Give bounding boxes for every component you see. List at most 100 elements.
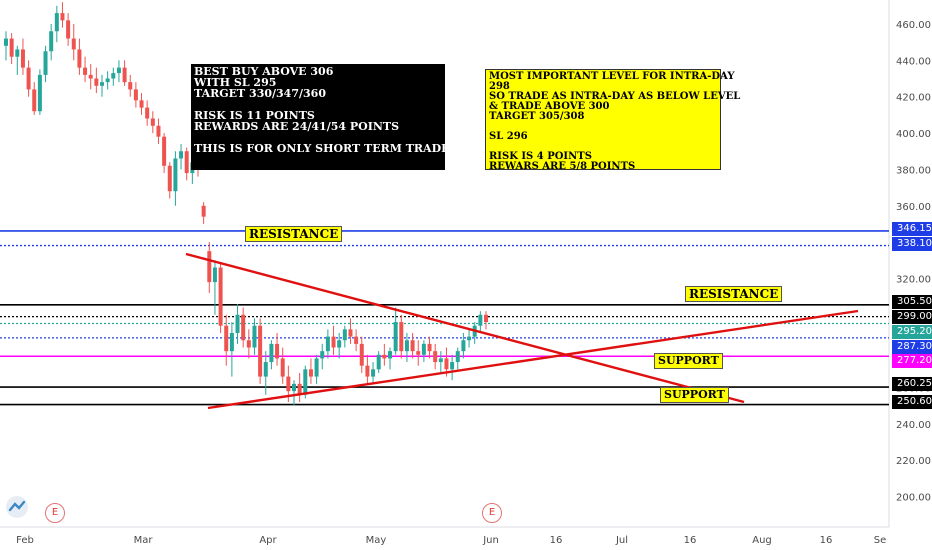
candle-body [342, 329, 347, 341]
x-tick-label: Apr [259, 535, 277, 546]
intraday-note-yellow: MOST IMPORTANT LEVEL FOR INTRA-DAY 298 S… [485, 69, 740, 172]
trend-line [185, 252, 745, 404]
candle-body [308, 369, 313, 377]
candle-body [111, 73, 116, 79]
candle-body [314, 358, 319, 377]
candle-body [365, 365, 370, 377]
trade-note-black: BEST BUY ABOVE 306 WITH SL 295 TARGET 33… [191, 64, 450, 170]
candle-body [15, 49, 20, 57]
candle-body [224, 325, 229, 352]
logo-glyph [8, 500, 26, 512]
earnings-marker-icon[interactable]: E [45, 503, 65, 523]
y-tick-label: 200.00 [896, 493, 931, 504]
candle-body [122, 67, 127, 83]
candle-body [297, 383, 302, 395]
candle-body [150, 118, 155, 126]
price-badge-346-15: 346.15 [892, 222, 932, 236]
price-badge-277-20: 277.20 [892, 354, 932, 368]
candle-body [100, 82, 104, 86]
candle-body [467, 336, 472, 341]
y-tick-label: 400.00 [896, 129, 931, 140]
candle-body [83, 67, 88, 75]
candle-body [145, 107, 150, 119]
candle-body [77, 49, 82, 68]
x-tick-label: May [366, 535, 387, 546]
candle-body [286, 376, 291, 392]
candle-body [444, 358, 449, 370]
candle-body [4, 38, 8, 46]
support-label-upper: SUPPORT [654, 353, 723, 369]
candle-body [37, 74, 42, 112]
x-tick-label: 16 [820, 535, 833, 546]
candle-body [229, 332, 234, 352]
candle-body [292, 383, 296, 392]
candle-body [49, 31, 54, 52]
candle-body [320, 351, 325, 359]
candle-body [241, 314, 246, 341]
candle-body [173, 158, 178, 192]
candle-body [88, 74, 93, 79]
x-tick-label: 16 [684, 535, 697, 546]
resistance-label-upper: RESISTANCE [245, 226, 343, 242]
candle-body [212, 267, 217, 283]
candle-body [133, 89, 138, 101]
candle-body [139, 100, 144, 108]
candle-body [280, 358, 285, 377]
candle-body [382, 354, 387, 359]
candle-body [427, 343, 432, 352]
candle-body [331, 336, 336, 348]
x-tick-label: Se [874, 535, 887, 546]
candle-body [105, 78, 110, 83]
y-tick-label: 360.00 [896, 202, 931, 213]
x-tick-label: Jul [615, 535, 628, 546]
support-label-lower: SUPPORT [660, 387, 729, 403]
candle-body [179, 151, 184, 159]
x-tick-label: Feb [16, 535, 34, 546]
candle-body [421, 343, 426, 355]
candle-body [156, 125, 161, 137]
candle-body [258, 325, 263, 377]
price-badge-287-30: 287.30 [892, 340, 932, 354]
tradingview-logo-icon[interactable] [6, 496, 28, 518]
candle-body [201, 205, 206, 217]
candle-body [235, 314, 240, 333]
candle-body [94, 78, 99, 86]
y-tick-label: 240.00 [896, 420, 931, 431]
y-tick-label: 220.00 [896, 456, 931, 467]
trend-line [207, 309, 859, 410]
candle-body [433, 351, 438, 363]
candle-body [354, 336, 359, 344]
y-tick-label: 380.00 [896, 165, 931, 176]
y-tick-label: 420.00 [896, 93, 931, 104]
candle-body [461, 340, 466, 352]
price-badge-305-50: 305.50 [892, 295, 932, 309]
candle-body [207, 251, 212, 283]
candle-body [66, 20, 71, 39]
resistance-label-lower: RESISTANCE [685, 286, 783, 302]
candle-body [337, 340, 342, 348]
candle-body [162, 136, 167, 166]
candle-body [128, 82, 133, 90]
candle-body [359, 343, 364, 366]
candle-body [388, 351, 392, 359]
candle-body [60, 13, 65, 21]
x-tick-label: Aug [752, 535, 772, 546]
candle-body [116, 67, 121, 74]
candle-body [184, 151, 189, 174]
earnings-marker-icon[interactable]: E [482, 503, 502, 523]
candle-body [26, 67, 31, 90]
candle-body [348, 329, 353, 337]
candle-body [438, 358, 443, 363]
candle-body [269, 343, 274, 363]
candle-body [167, 165, 172, 192]
candle-body [484, 314, 488, 323]
candle-body [325, 336, 330, 352]
candle-body [478, 314, 483, 326]
candle-body [54, 13, 59, 32]
candle-body [393, 322, 398, 352]
candle-body [404, 340, 409, 352]
candle-body [20, 49, 25, 68]
price-badge-338-10: 338.10 [892, 237, 932, 251]
candle-body [303, 369, 308, 395]
